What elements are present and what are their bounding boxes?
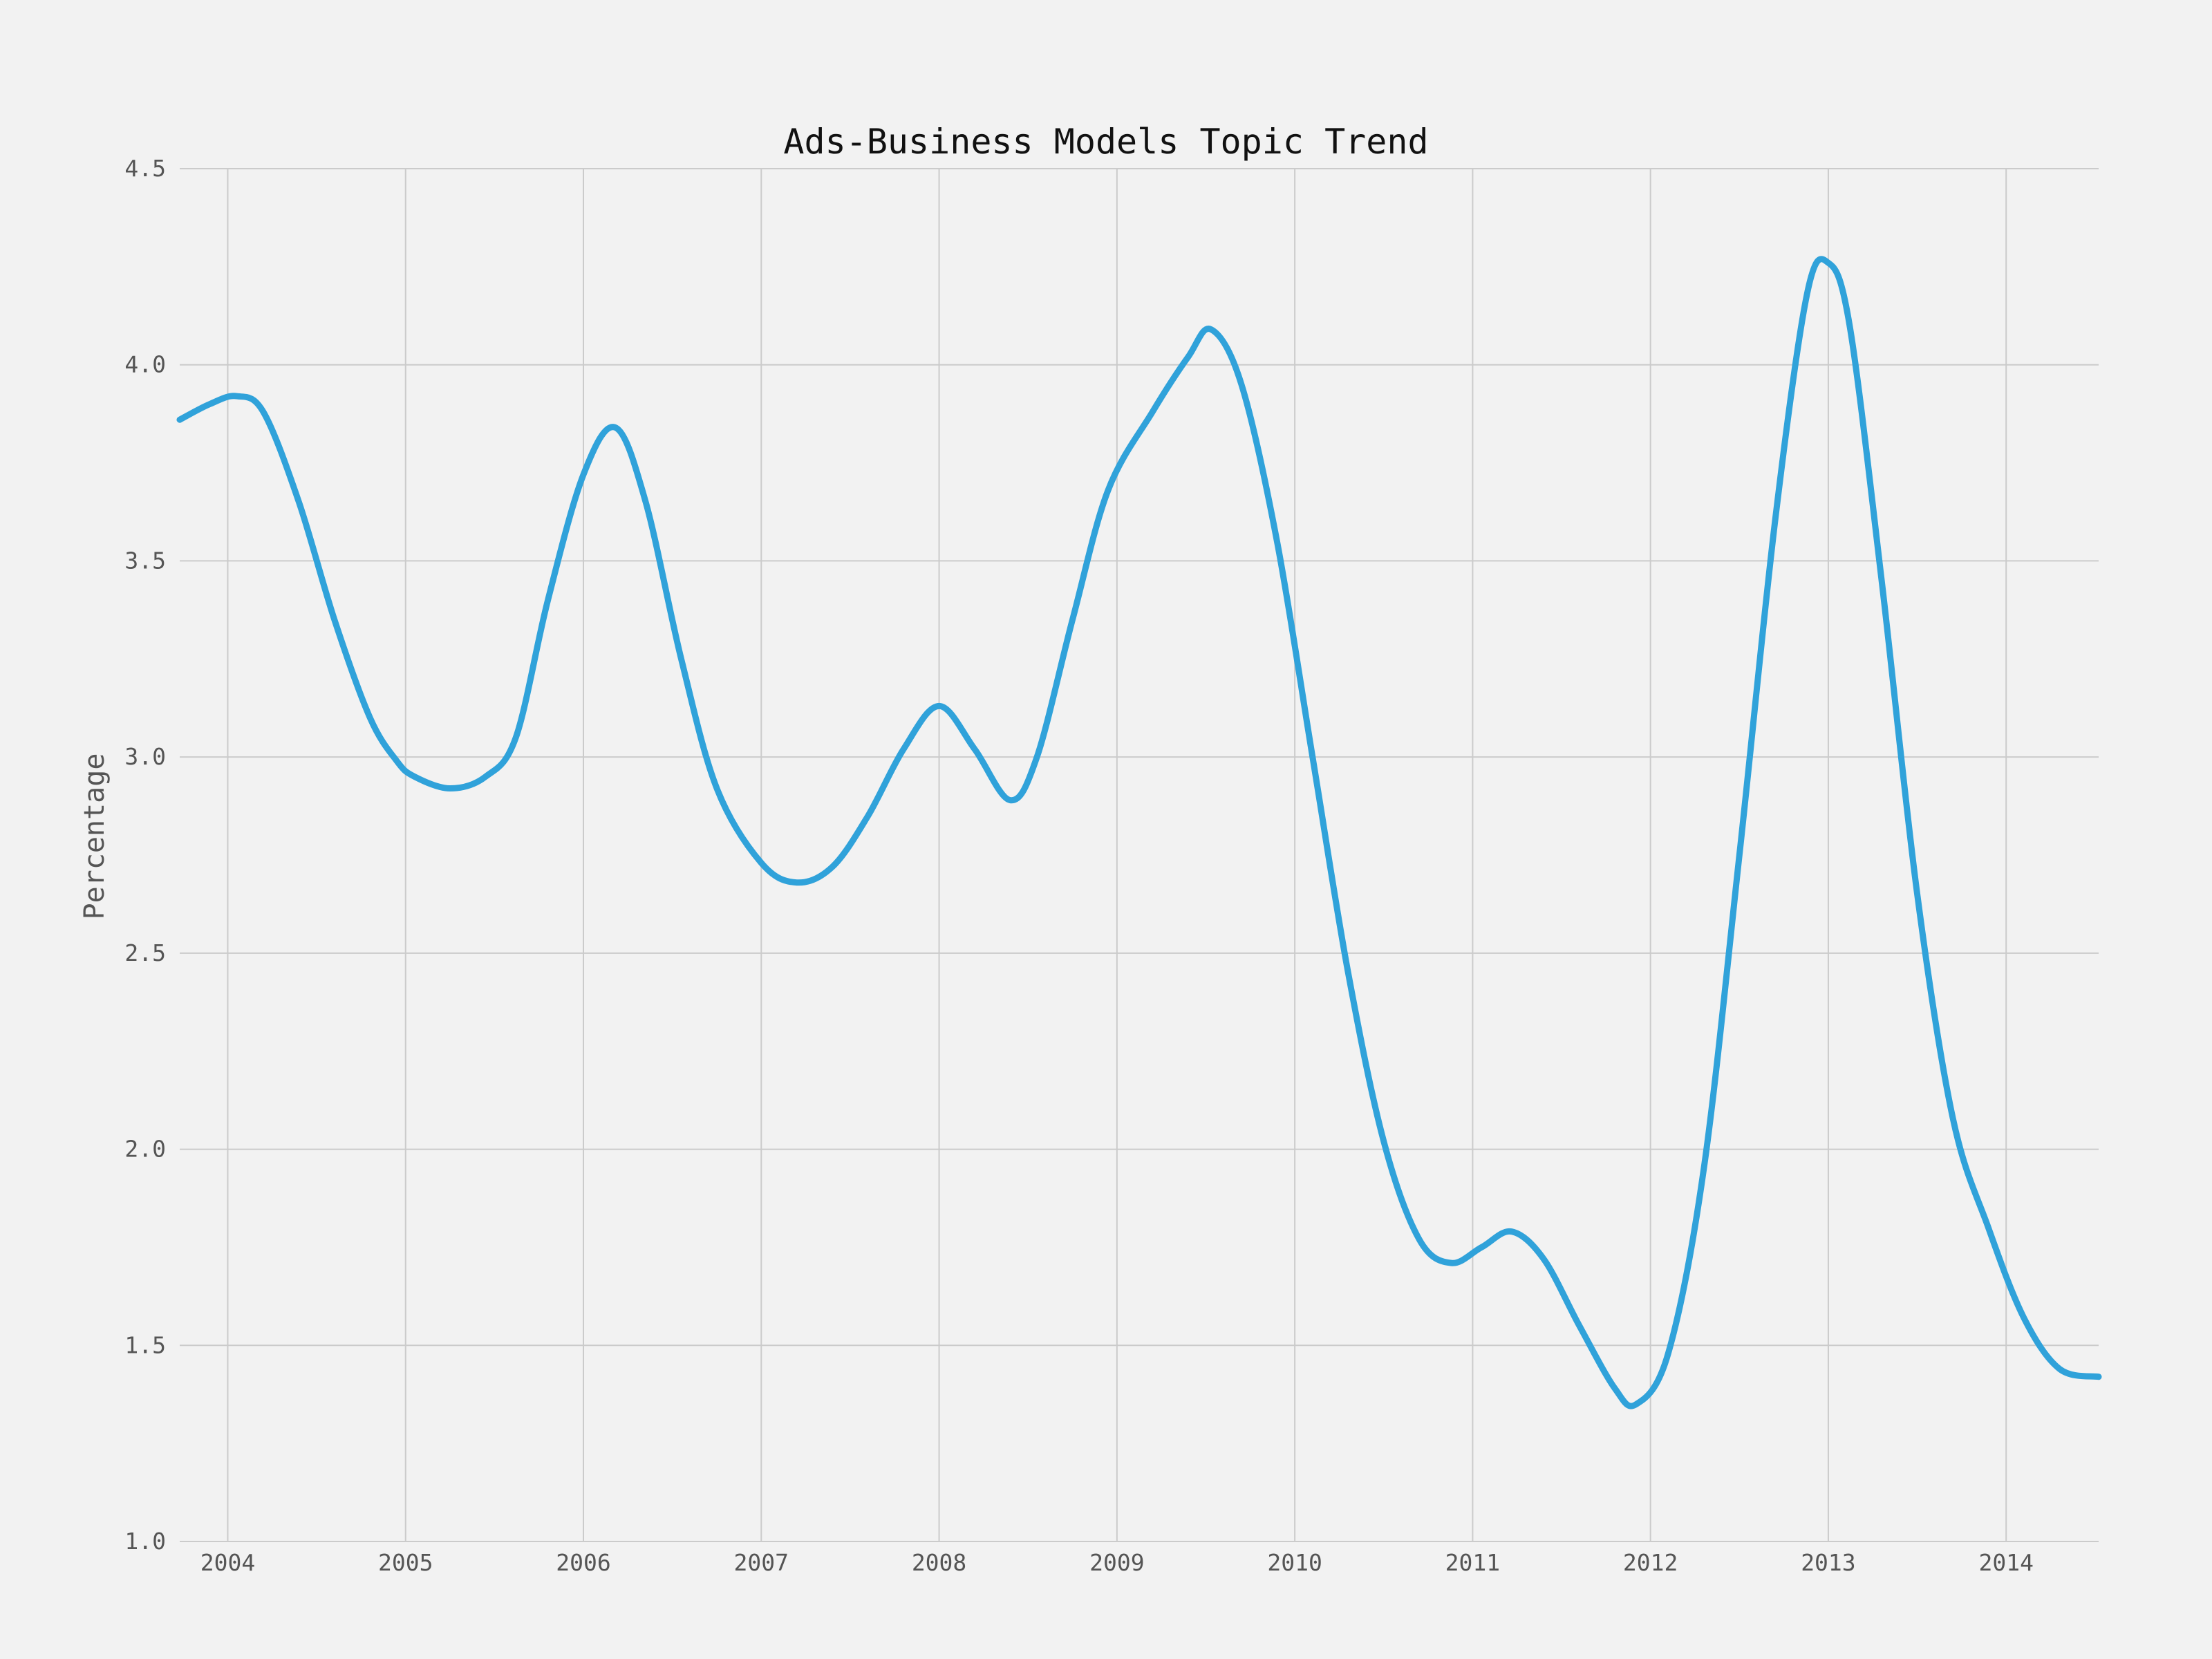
y-tick-label: 1.5	[124, 1331, 166, 1358]
x-tick-label: 2010	[1267, 1549, 1322, 1576]
x-tick-label: 2014	[1978, 1549, 2033, 1576]
x-tick-label: 2012	[1623, 1549, 1678, 1576]
y-tick-label: 3.5	[124, 547, 166, 574]
x-tick-label: 2006	[556, 1549, 610, 1576]
series-line-0	[176, 256, 2102, 1409]
x-tick-labels: 2004 2005 2006 2007 2008 2009 2010 2011 2012 2013…	[200, 1549, 2034, 1576]
y-tick-label: 2.0	[124, 1136, 166, 1163]
y-tick-label: 1.0	[124, 1528, 166, 1555]
y-tick-label: 4.5	[124, 155, 166, 182]
x-tick-label: 2005	[378, 1549, 433, 1576]
gridlines	[180, 168, 2099, 1542]
y-tick-label: 3.0	[124, 743, 166, 770]
y-tick-label: 4.0	[124, 351, 166, 378]
y-tick-labels: 1.0 1.5 2.0 2.5 3.0 3.5 4.0 4.5	[124, 155, 166, 1555]
x-tick-label: 2009	[1089, 1549, 1144, 1576]
x-tick-label: 2004	[200, 1549, 255, 1576]
x-tick-label: 2008	[912, 1549, 966, 1576]
x-tick-label: 2007	[734, 1549, 789, 1576]
x-tick-label: 2013	[1801, 1549, 1855, 1576]
y-axis-label: Percentage	[79, 753, 111, 920]
chart-title: Ads-Business Models Topic Trend	[783, 122, 1428, 162]
x-tick-label: 2011	[1445, 1549, 1500, 1576]
series-lines	[176, 256, 2102, 1409]
y-tick-label: 2.5	[124, 939, 166, 966]
